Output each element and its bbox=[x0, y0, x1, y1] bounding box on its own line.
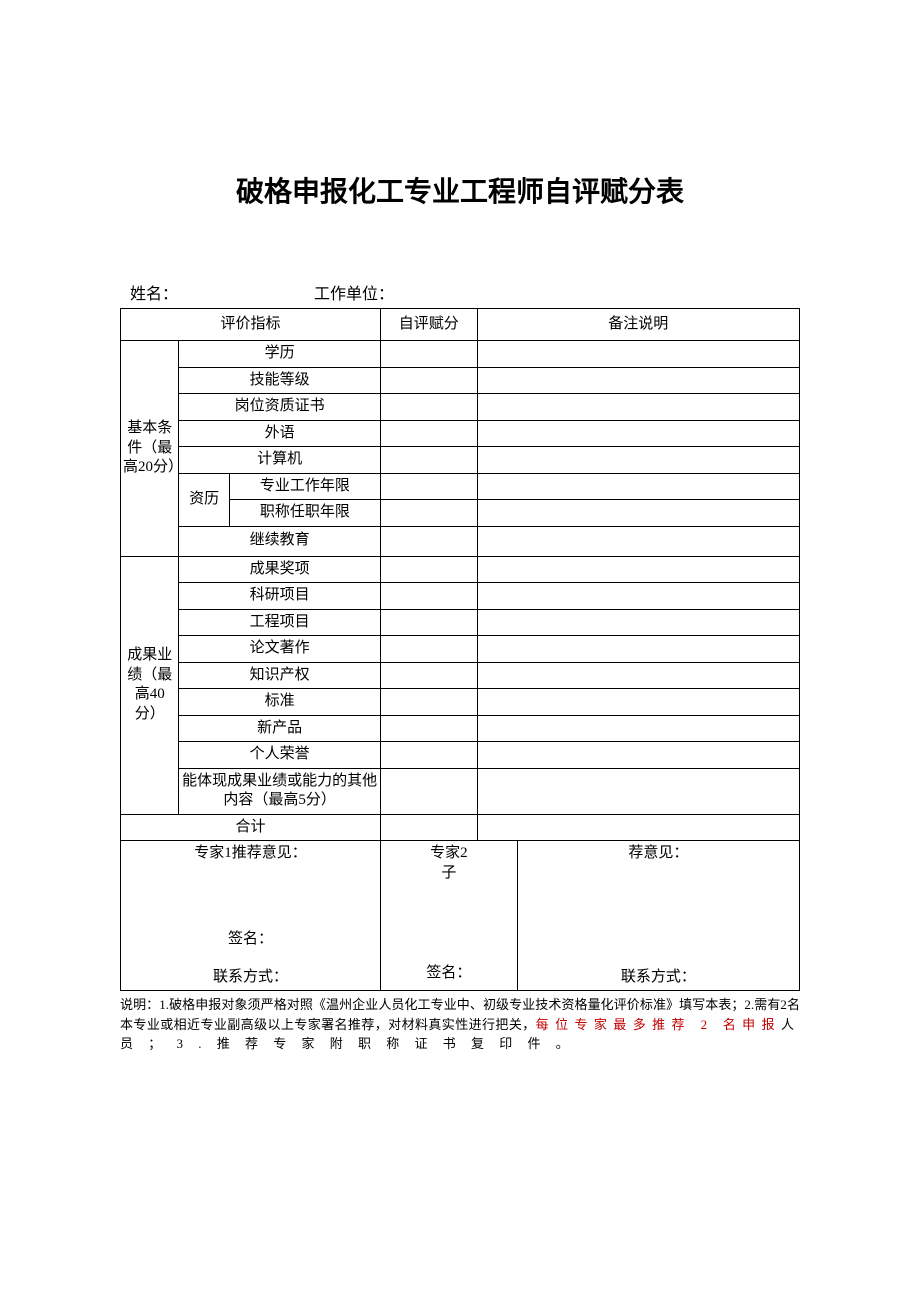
note-cell bbox=[477, 768, 799, 814]
name-label: 姓名： bbox=[130, 280, 310, 304]
score-cell bbox=[380, 394, 477, 421]
header-criteria: 评价指标 bbox=[121, 309, 381, 341]
cell-standards: 标准 bbox=[179, 689, 380, 716]
score-cell bbox=[380, 367, 477, 394]
note-cell bbox=[477, 609, 799, 636]
cell-titleyears: 职称任职年限 bbox=[229, 500, 380, 527]
total-score bbox=[380, 814, 477, 841]
expert1-title: 专家1推荐意见： bbox=[123, 844, 378, 864]
table-row: 科研项目 bbox=[121, 583, 800, 610]
score-cell bbox=[380, 473, 477, 500]
note-cell bbox=[477, 394, 799, 421]
note-cell bbox=[477, 636, 799, 663]
table-row: 新产品 bbox=[121, 715, 800, 742]
cell-cert: 岗位资质证书 bbox=[179, 394, 380, 421]
table-row: 能体现成果业绩或能力的其他内容（最高5分） bbox=[121, 768, 800, 814]
expert1-contact: 联系方式： bbox=[123, 968, 378, 988]
total-label: 合计 bbox=[121, 814, 381, 841]
expert2-cell-a: 专家2 子 签名： bbox=[380, 841, 517, 991]
document-title: 破格申报化工专业工程师自评赋分表 bbox=[120, 170, 800, 210]
score-cell bbox=[380, 583, 477, 610]
table-row: 继续教育 bbox=[121, 526, 800, 556]
table-row: 计算机 bbox=[121, 447, 800, 474]
section2-label: 成果业绩（最高40 分） bbox=[121, 556, 179, 814]
score-cell bbox=[380, 768, 477, 814]
table-row: 技能等级 bbox=[121, 367, 800, 394]
table-row: 个人荣誉 bbox=[121, 742, 800, 769]
total-note bbox=[477, 814, 799, 841]
cell-research: 科研项目 bbox=[179, 583, 380, 610]
table-row: 工程项目 bbox=[121, 609, 800, 636]
note-cell bbox=[477, 420, 799, 447]
cell-honor: 个人荣誉 bbox=[179, 742, 380, 769]
table-row: 基本条件（最高20分） 学历 bbox=[121, 341, 800, 368]
table-row: 标准 bbox=[121, 689, 800, 716]
table-row: 岗位资质证书 bbox=[121, 394, 800, 421]
note-cell bbox=[477, 556, 799, 583]
score-cell bbox=[380, 447, 477, 474]
expert-row: 专家1推荐意见： 签名： 联系方式： 专家2 子 签名： bbox=[121, 841, 800, 991]
cell-newproduct: 新产品 bbox=[179, 715, 380, 742]
header-score: 自评赋分 bbox=[380, 309, 477, 341]
score-cell bbox=[380, 715, 477, 742]
expert1-sign: 签名： bbox=[123, 930, 378, 950]
cell-computer: 计算机 bbox=[179, 447, 380, 474]
score-cell bbox=[380, 689, 477, 716]
header-line: 姓名： 工作单位： bbox=[120, 280, 800, 304]
workunit-label: 工作单位： bbox=[314, 280, 394, 304]
table-row: 论文著作 bbox=[121, 636, 800, 663]
note-cell bbox=[477, 447, 799, 474]
table-row: 成果业绩（最高40 分） 成果奖项 bbox=[121, 556, 800, 583]
score-cell bbox=[380, 526, 477, 556]
table-row: 外语 bbox=[121, 420, 800, 447]
expert2-title-b: 荐意见： bbox=[520, 844, 797, 864]
note-cell bbox=[477, 715, 799, 742]
score-cell bbox=[380, 662, 477, 689]
note-cell bbox=[477, 526, 799, 556]
section1-label: 基本条件（最高20分） bbox=[121, 341, 179, 557]
score-cell bbox=[380, 609, 477, 636]
cell-skill: 技能等级 bbox=[179, 367, 380, 394]
table-row: 知识产权 bbox=[121, 662, 800, 689]
notes-text: 说明：1.破格申报对象须严格对照《温州企业人员化工专业中、初级专业技术资格量化评… bbox=[120, 995, 800, 1054]
note-cell bbox=[477, 341, 799, 368]
table-row: 资历 专业工作年限 bbox=[121, 473, 800, 500]
cell-lang: 外语 bbox=[179, 420, 380, 447]
cell-other: 能体现成果业绩或能力的其他内容（最高5分） bbox=[179, 768, 380, 814]
expert2-sign: 签名： bbox=[383, 964, 515, 984]
expert1-cell: 专家1推荐意见： 签名： 联系方式： bbox=[121, 841, 381, 991]
cell-continuing-ed: 继续教育 bbox=[179, 526, 380, 556]
total-row: 合计 bbox=[121, 814, 800, 841]
expert2-cell-b: 荐意见： 联系方式： bbox=[517, 841, 799, 991]
expert2-contact: 联系方式： bbox=[520, 968, 797, 988]
note-cell bbox=[477, 742, 799, 769]
expert2-title-a: 专家2 bbox=[383, 844, 515, 864]
note-cell bbox=[477, 473, 799, 500]
score-cell bbox=[380, 420, 477, 447]
cell-engineering: 工程项目 bbox=[179, 609, 380, 636]
score-cell bbox=[380, 742, 477, 769]
score-cell bbox=[380, 636, 477, 663]
cell-papers: 论文著作 bbox=[179, 636, 380, 663]
note-cell bbox=[477, 662, 799, 689]
cell-education: 学历 bbox=[179, 341, 380, 368]
expert2-extra: 子 bbox=[383, 864, 515, 884]
evaluation-table: 评价指标 自评赋分 备注说明 基本条件（最高20分） 学历 技能等级 岗位资质证… bbox=[120, 308, 800, 991]
note-cell bbox=[477, 689, 799, 716]
header-notes: 备注说明 bbox=[477, 309, 799, 341]
table-header-row: 评价指标 自评赋分 备注说明 bbox=[121, 309, 800, 341]
cell-workyears: 专业工作年限 bbox=[229, 473, 380, 500]
score-cell bbox=[380, 556, 477, 583]
cell-experience-group: 资历 bbox=[179, 473, 229, 526]
note-cell bbox=[477, 500, 799, 527]
score-cell bbox=[380, 341, 477, 368]
note-cell bbox=[477, 583, 799, 610]
cell-ip: 知识产权 bbox=[179, 662, 380, 689]
score-cell bbox=[380, 500, 477, 527]
notes-red: 每位专家最多推荐 2 名申报 bbox=[536, 1017, 781, 1032]
note-cell bbox=[477, 367, 799, 394]
cell-awards: 成果奖项 bbox=[179, 556, 380, 583]
